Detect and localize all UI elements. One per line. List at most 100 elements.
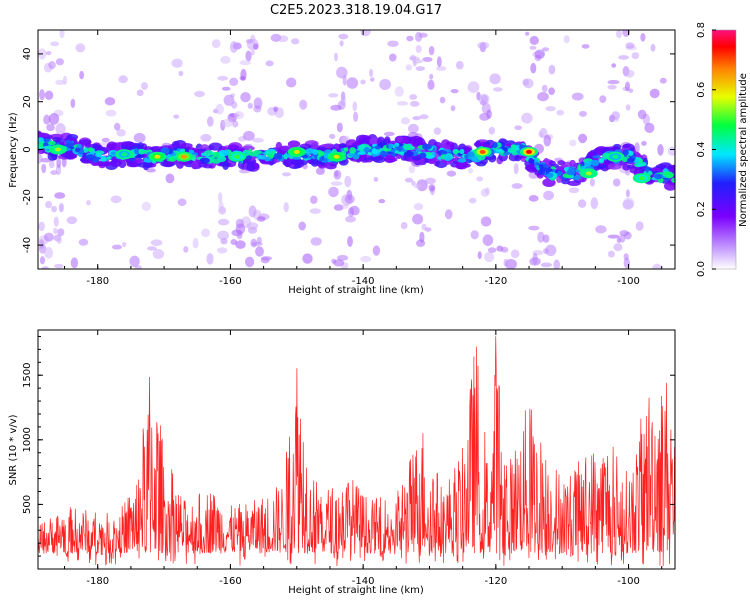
spectrogram-band-blob — [222, 160, 230, 170]
spectrogram-band-blob — [664, 181, 675, 191]
spectrogram-core-blob — [168, 156, 177, 162]
spectrogram-core-blob — [43, 138, 50, 143]
spectrogram-speckle — [255, 246, 264, 257]
spectrogram-speckle — [38, 153, 43, 164]
spectrogram-core-blob — [457, 159, 466, 163]
spectrogram-speckle — [369, 68, 374, 78]
spectrogram-speckle — [433, 127, 442, 135]
spectrogram-band-blob — [311, 141, 319, 150]
spectrogram-core-blob — [394, 142, 400, 147]
spectrogram-band-blob — [629, 166, 638, 174]
spectrogram-speckle — [55, 58, 64, 66]
spectrogram-speckle — [477, 41, 490, 50]
spectrogram-speckle — [330, 181, 343, 186]
spectrogram-speckle — [315, 167, 325, 175]
spectrogram-speckle — [378, 199, 386, 204]
spectrogram-speckle — [616, 30, 622, 39]
spectrogram-speckle — [245, 256, 255, 268]
spectrogram-core-blob — [638, 158, 644, 164]
spectrogram-core-blob — [252, 150, 263, 155]
spectrogram-speckle — [310, 195, 318, 204]
spectrogram-speckle — [221, 86, 231, 91]
spectrogram-speckle — [70, 98, 76, 108]
spectrogram-speckle — [207, 116, 214, 127]
spectrogram-speckle — [625, 189, 630, 198]
spectrogram-speckle — [387, 40, 399, 47]
spectrogram-speckle — [530, 62, 537, 74]
spectrogram-speckle — [39, 256, 46, 265]
spectrogram-speckle — [578, 199, 587, 208]
spectrogram-marks — [38, 30, 675, 269]
spectrogram-speckle — [265, 60, 274, 67]
spectrogram-speckle — [256, 216, 266, 222]
spectrogram-speckle — [543, 134, 552, 147]
spectrogram-band-blob — [291, 159, 304, 166]
spectrogram-speckle — [528, 225, 540, 231]
spectrogram-core-blob — [94, 150, 105, 155]
spectrogram-speckle — [505, 259, 517, 269]
colorbar-tick-label: 0.4 — [696, 142, 707, 158]
spectrogram-speckle — [436, 56, 442, 68]
spectrogram-speckle — [412, 213, 424, 225]
spectrogram-core-blob — [87, 147, 94, 153]
spectrogram-speckle — [548, 64, 556, 75]
spectrogram-speckle — [525, 31, 530, 36]
spectrogram-speckle — [70, 257, 79, 269]
spectrogram-x-tick-label: -160 — [219, 276, 242, 287]
snr-y-tick-label: 1000 — [22, 427, 33, 452]
spectrogram-speckle — [623, 197, 635, 209]
spectrogram-speckle — [538, 131, 544, 138]
spectrogram-band-blob — [622, 144, 631, 149]
spectrogram-speckle — [476, 176, 484, 182]
spectrogram-speckle — [38, 243, 47, 254]
spectrogram-band-blob — [395, 135, 404, 143]
spectrogram-speckle — [53, 227, 58, 235]
spectrogram-speckle — [122, 241, 127, 248]
spectrogram-speckle — [253, 43, 259, 50]
spectrogram-speckle — [529, 35, 539, 45]
spectrogram-blobs — [38, 30, 675, 269]
spectrogram-speckle — [253, 97, 263, 109]
spectrogram-core-blob — [466, 159, 472, 164]
spectrogram-speckle — [599, 95, 607, 103]
spectrogram-speckle — [370, 77, 375, 82]
spectrogram-x-axis-title: Height of straight line (km) — [288, 285, 424, 296]
spectrogram-speckle — [230, 239, 238, 245]
spectrogram-speckle — [349, 205, 360, 216]
figure-title: C2E5.2023.318.19.04.G17 — [270, 3, 442, 18]
spectrogram-speckle — [339, 40, 344, 47]
spectrogram-hotspot — [333, 154, 340, 159]
spectrogram-speckle — [625, 69, 635, 78]
spectrogram-speckle — [344, 194, 355, 204]
spectrogram-speckle — [277, 35, 289, 43]
spectrogram-speckle — [542, 234, 550, 243]
spectrogram-core-blob — [528, 157, 534, 164]
spectrogram-core-blob — [397, 151, 403, 155]
spectrogram-speckle — [541, 47, 550, 52]
spectrogram-speckle — [428, 184, 436, 192]
spectrogram-speckle — [541, 84, 548, 93]
spectrogram-speckle — [247, 102, 253, 109]
spectrogram-speckle — [608, 250, 615, 258]
spectrogram-speckle — [165, 173, 175, 184]
spectrogram-hotspot — [54, 147, 61, 152]
spectrogram-core-blob — [419, 152, 427, 159]
spectrogram-speckle — [408, 123, 419, 134]
spectrogram-hotspot — [526, 149, 532, 154]
spectrogram-speckle — [421, 223, 427, 231]
spectrogram-speckle — [469, 197, 477, 204]
spectrogram-band-blob — [323, 143, 335, 149]
spectrogram-speckle — [200, 134, 212, 142]
spectrogram-speckle — [429, 73, 434, 80]
spectrogram-speckle — [347, 236, 353, 247]
spectrogram-hotspot — [154, 154, 161, 159]
spectrogram-core-blob — [437, 156, 442, 160]
spectrogram-speckle — [245, 39, 253, 44]
spectrogram-speckle — [479, 113, 490, 121]
spectrogram-band-blob — [171, 140, 180, 150]
spectrogram-core-blob — [357, 151, 367, 155]
snr-x-tick-label: -100 — [617, 576, 640, 587]
spectrogram-core-blob — [143, 157, 149, 162]
spectrogram-speckle — [78, 238, 89, 246]
spectrogram-speckle — [480, 216, 492, 227]
